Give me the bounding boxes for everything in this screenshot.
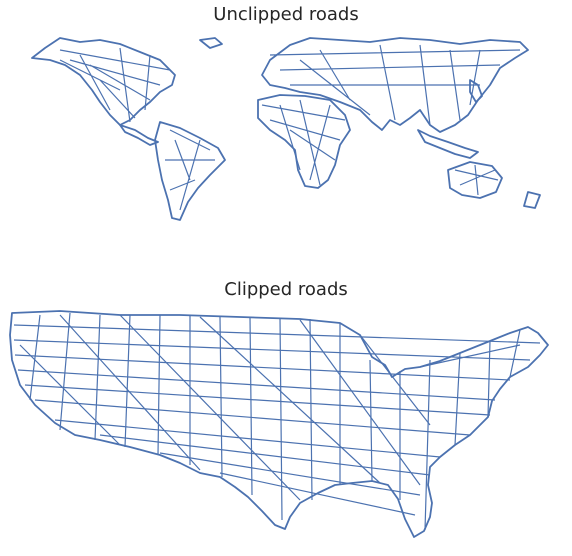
panel-title-clipped: Clipped roads: [224, 279, 348, 300]
australia-roads: [447, 161, 503, 199]
se-asia-roads: [417, 129, 479, 159]
north-america-roads: [31, 37, 176, 126]
us-roads-map: [9, 310, 549, 538]
africa-roads: [257, 94, 351, 189]
us-road-network: [13, 312, 541, 531]
central-america-roads: [119, 124, 159, 146]
eurasia-roads: [261, 37, 529, 133]
world-road-network: [59, 44, 521, 211]
world-roads-map: [31, 37, 541, 221]
panel-title-unclipped: Unclipped roads: [213, 4, 359, 25]
south-america-roads: [154, 121, 226, 221]
us-roads-outline: [9, 310, 549, 538]
